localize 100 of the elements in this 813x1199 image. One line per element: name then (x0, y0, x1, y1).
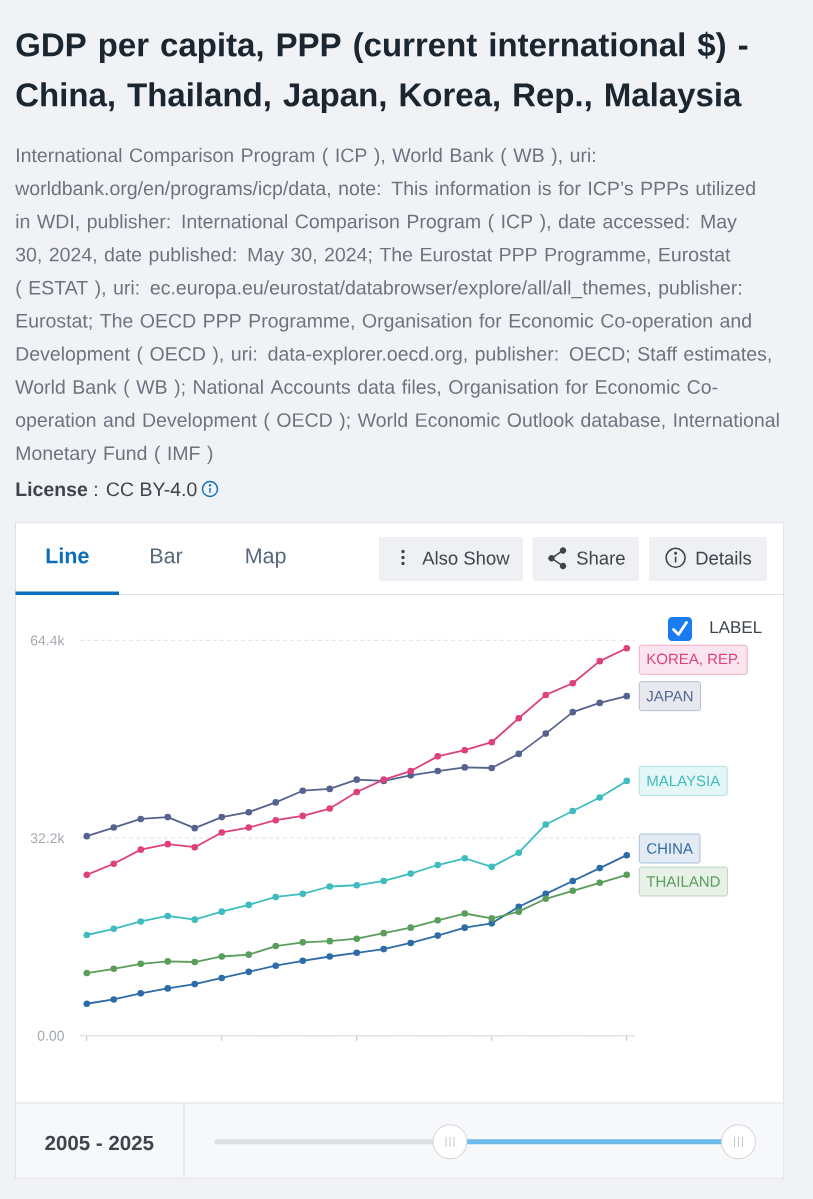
point (380, 877, 388, 885)
point (623, 777, 631, 785)
point (542, 890, 550, 898)
point (353, 881, 361, 889)
point (110, 925, 118, 933)
text: Also Show (422, 551, 510, 565)
point (137, 918, 145, 925)
point (191, 843, 199, 851)
point (83, 931, 91, 939)
text: License : CC BY-4.0 (16, 481, 197, 497)
point (137, 846, 145, 853)
point (299, 890, 307, 898)
point (191, 980, 199, 988)
point (596, 794, 604, 801)
point (299, 812, 307, 820)
point (461, 854, 469, 862)
point (542, 730, 550, 737)
point (407, 767, 415, 775)
point (353, 788, 361, 796)
point (542, 691, 550, 699)
series-label: MALAYSIA (647, 775, 721, 787)
point (83, 969, 91, 977)
point (299, 939, 307, 946)
point (272, 942, 280, 950)
point (461, 910, 469, 917)
point (164, 912, 172, 920)
point (461, 924, 469, 931)
point (83, 871, 91, 879)
point (83, 832, 91, 840)
point (488, 863, 496, 871)
point (83, 1000, 91, 1008)
point (434, 916, 442, 924)
point (596, 864, 604, 872)
text: Line (46, 547, 89, 564)
point (245, 808, 253, 816)
point (596, 699, 604, 707)
point (245, 968, 253, 976)
point (272, 799, 280, 806)
point (164, 813, 172, 821)
point (569, 807, 577, 815)
series-label: THAILAND (646, 876, 720, 887)
point (353, 935, 361, 942)
point (488, 915, 496, 922)
point (326, 785, 334, 793)
point (515, 750, 523, 758)
y-tick-label: 32.2k (30, 832, 65, 844)
point (245, 951, 253, 958)
point (407, 870, 415, 877)
point (515, 849, 523, 857)
point (299, 787, 307, 795)
point (488, 764, 496, 772)
point (218, 908, 226, 915)
point (218, 974, 226, 982)
point (542, 821, 550, 828)
series-label: KOREA, REP. (647, 653, 739, 666)
point (380, 945, 388, 953)
point (326, 805, 334, 812)
point (542, 895, 550, 903)
point (515, 908, 523, 915)
point (434, 932, 442, 939)
point (434, 753, 442, 760)
point (623, 644, 631, 652)
point (245, 901, 253, 909)
point (326, 953, 334, 960)
point (137, 960, 145, 968)
text: Bar (151, 548, 183, 564)
point (569, 887, 577, 895)
point (353, 776, 361, 783)
point (191, 916, 199, 923)
point (245, 824, 253, 831)
point (596, 879, 604, 887)
point (407, 939, 415, 947)
text: International Comparison Program ( ICP ), World Bank ( WB ), uri: worldbank.org/en/programs/icp/data, note: This information is for ICP’s PPPs utilized in WDI, publisher: International Comparison Program ( ICP ), date accessed: May 30, 2024, date published: May 30, 2024; The Eurostat PPP Programme, Eurostat ( ESTAT ), uri: ec.europa.eu/eurostat/databrowser/explore/all/all_themes, publisher: Eurostat; The OECD PPP Programme, Organisation for Economic Co-operation and Development ( OECD ), uri: data-explorer.oecd.org, publisher: OECD; Staff estimates, World Bank ( WB ); National Accounts data files, Organisation for Economic Co-operation and Development ( OECD ); World Economic Outlook database, International Monetary Fund ( IMF ) (15, 147, 779, 464)
text: 2005 - 2025 (45, 1135, 154, 1151)
point (623, 851, 631, 859)
point (461, 764, 469, 771)
point (164, 840, 172, 848)
point (488, 920, 496, 927)
point (137, 990, 145, 997)
point (515, 714, 523, 722)
point (272, 962, 280, 969)
point (218, 829, 226, 836)
point (461, 746, 469, 754)
point (380, 929, 388, 937)
point (353, 949, 361, 957)
point (110, 860, 118, 868)
point (569, 679, 577, 687)
series-label: CHINA (647, 843, 693, 854)
text: Details (696, 551, 752, 565)
point (164, 985, 172, 992)
point (623, 871, 631, 879)
point (272, 816, 280, 824)
point (596, 657, 604, 665)
point (434, 861, 442, 869)
point (569, 708, 577, 716)
point (191, 958, 199, 966)
point (569, 877, 577, 885)
point (137, 815, 145, 823)
point (326, 883, 334, 890)
point (299, 957, 307, 965)
